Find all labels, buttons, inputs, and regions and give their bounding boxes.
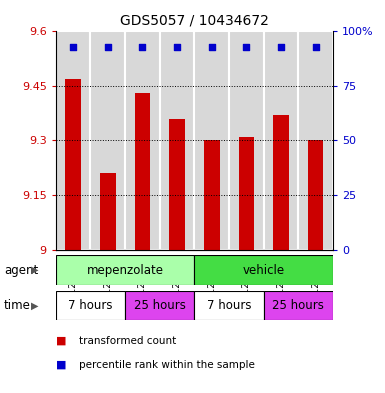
Bar (90, 31, 125, 250)
Bar (194, 291, 264, 320)
Point (139, 44, 146, 50)
Text: mepenzolate: mepenzolate (87, 264, 164, 277)
Text: transformed count: transformed count (79, 336, 176, 346)
Bar (308, 140, 323, 250)
Bar (264, 31, 298, 250)
Bar (229, 31, 264, 250)
Point (209, 44, 215, 50)
Text: ■: ■ (56, 336, 66, 346)
Text: ▶: ▶ (31, 265, 38, 275)
Point (278, 44, 284, 50)
Bar (125, 31, 160, 250)
Bar (194, 255, 333, 285)
Text: time: time (4, 299, 31, 312)
Bar (169, 119, 185, 250)
Text: ■: ■ (56, 360, 66, 369)
Bar (56, 291, 125, 320)
Text: 25 hours: 25 hours (273, 299, 324, 312)
Text: ▶: ▶ (31, 301, 38, 310)
Text: vehicle: vehicle (243, 264, 285, 277)
Text: percentile rank within the sample: percentile rank within the sample (79, 360, 255, 369)
Text: 25 hours: 25 hours (134, 299, 186, 312)
Bar (194, 31, 229, 250)
Bar (56, 255, 194, 285)
Point (174, 44, 180, 50)
Point (243, 44, 249, 50)
Point (105, 44, 111, 50)
Text: agent: agent (4, 264, 38, 277)
Bar (160, 31, 194, 250)
Point (313, 44, 319, 50)
Point (70, 44, 76, 50)
Bar (100, 173, 116, 250)
Bar (135, 93, 150, 250)
Bar (65, 79, 81, 250)
Bar (273, 115, 289, 250)
Bar (125, 291, 194, 320)
Text: 7 hours: 7 hours (68, 299, 113, 312)
Text: 7 hours: 7 hours (207, 299, 251, 312)
Bar (264, 291, 333, 320)
Bar (239, 137, 254, 250)
Bar (56, 31, 90, 250)
Bar (298, 31, 333, 250)
Title: GDS5057 / 10434672: GDS5057 / 10434672 (120, 13, 269, 28)
Bar (204, 140, 219, 250)
